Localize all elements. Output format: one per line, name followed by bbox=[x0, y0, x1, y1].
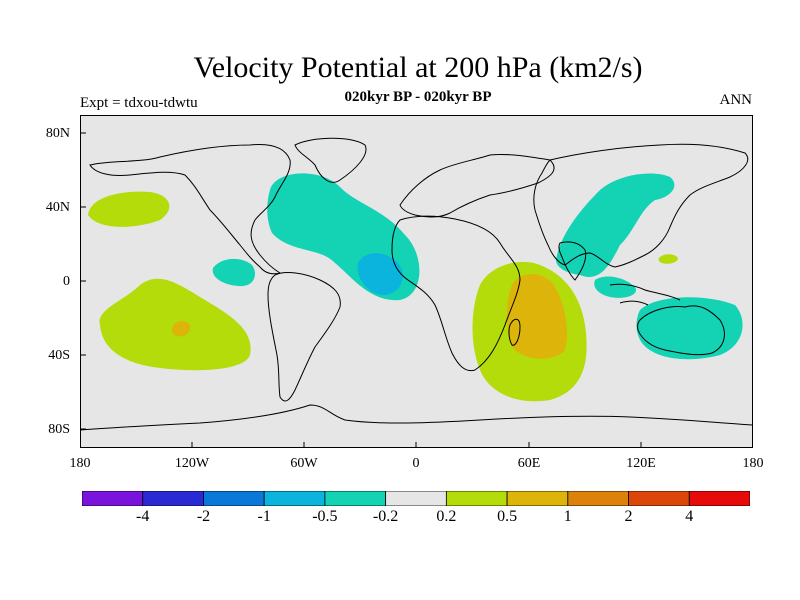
plot-title: Velocity Potential at 200 hPa (km2/s) bbox=[193, 51, 643, 84]
colorbar-swatch bbox=[567, 490, 629, 507]
contour-north-pacific bbox=[88, 191, 170, 227]
ytick-label-80s: 80S bbox=[48, 422, 70, 437]
xtick-label-180w: 180 bbox=[69, 456, 91, 471]
contour-fills bbox=[88, 173, 743, 402]
colorbar-svg bbox=[81, 490, 751, 507]
xtick-label-120w: 120W bbox=[174, 456, 210, 471]
coast-australia bbox=[637, 305, 725, 356]
colorbar bbox=[81, 490, 751, 507]
colorbar-label: 1 bbox=[563, 508, 572, 525]
contour-west-pacific bbox=[658, 254, 678, 264]
coast-europe bbox=[399, 154, 555, 218]
contour-east-pacific bbox=[212, 258, 255, 287]
colorbar-swatch bbox=[688, 490, 751, 507]
map-svg bbox=[80, 115, 753, 448]
colorbar-swatch bbox=[81, 490, 144, 507]
colorbar-swatch bbox=[324, 490, 387, 507]
contour-atlantic-core bbox=[357, 253, 403, 296]
coast-asia bbox=[533, 143, 749, 268]
colorbar-swatch bbox=[445, 490, 508, 507]
colorbar-swatch bbox=[628, 490, 690, 507]
colorbar-label: 2 bbox=[624, 508, 633, 525]
colorbar-swatch bbox=[263, 490, 326, 507]
colorbar-label: -2 bbox=[196, 508, 211, 525]
contour-indian-core bbox=[506, 273, 567, 359]
plot-subtitle: 020kyr BP - 020kyr BP bbox=[344, 89, 492, 105]
coast-antarctica bbox=[80, 404, 753, 431]
coast-greenland bbox=[294, 137, 367, 183]
contour-australia bbox=[636, 297, 743, 360]
contour-south-pacific-core bbox=[171, 321, 191, 337]
colorbar-label: 0.2 bbox=[436, 508, 457, 525]
colorbar-label: -1 bbox=[257, 508, 271, 525]
colorbar-swatch bbox=[203, 490, 265, 507]
colorbar-label: -0.5 bbox=[312, 508, 338, 525]
coastlines bbox=[80, 137, 753, 431]
colorbar-label: 4 bbox=[685, 508, 694, 525]
contour-maritime bbox=[594, 276, 636, 298]
coast-madagascar bbox=[508, 318, 521, 346]
ytick-label-40s: 40S bbox=[48, 348, 70, 363]
coast-africa bbox=[391, 215, 521, 372]
colorbar-label: 0.5 bbox=[497, 508, 518, 525]
xtick-label-60e: 60E bbox=[517, 456, 541, 471]
coast-north-america bbox=[89, 144, 291, 275]
map-panel bbox=[80, 115, 753, 448]
ytick-label-0: 0 bbox=[63, 274, 70, 289]
experiment-label: Expt = tdxou-tdwtu bbox=[80, 95, 198, 111]
colorbar-swatch bbox=[506, 490, 569, 507]
ytick-label-40n: 40N bbox=[45, 200, 70, 215]
xtick-label-60w: 60W bbox=[290, 456, 318, 471]
colorbar-label: -4 bbox=[136, 508, 150, 525]
colorbar-swatch bbox=[385, 490, 447, 507]
ytick-label-80n: 80N bbox=[45, 126, 70, 141]
coast-indonesia bbox=[609, 283, 681, 306]
coast-south-america bbox=[267, 272, 341, 402]
xtick-label-120e: 120E bbox=[626, 456, 656, 471]
xtick-label-180e: 180 bbox=[742, 456, 764, 471]
season-label: ANN bbox=[719, 92, 753, 108]
colorbar-swatch bbox=[142, 490, 204, 507]
coast-india bbox=[558, 241, 587, 281]
xtick-label-0: 0 bbox=[412, 456, 420, 471]
colorbar-label: -0.2 bbox=[372, 508, 399, 525]
